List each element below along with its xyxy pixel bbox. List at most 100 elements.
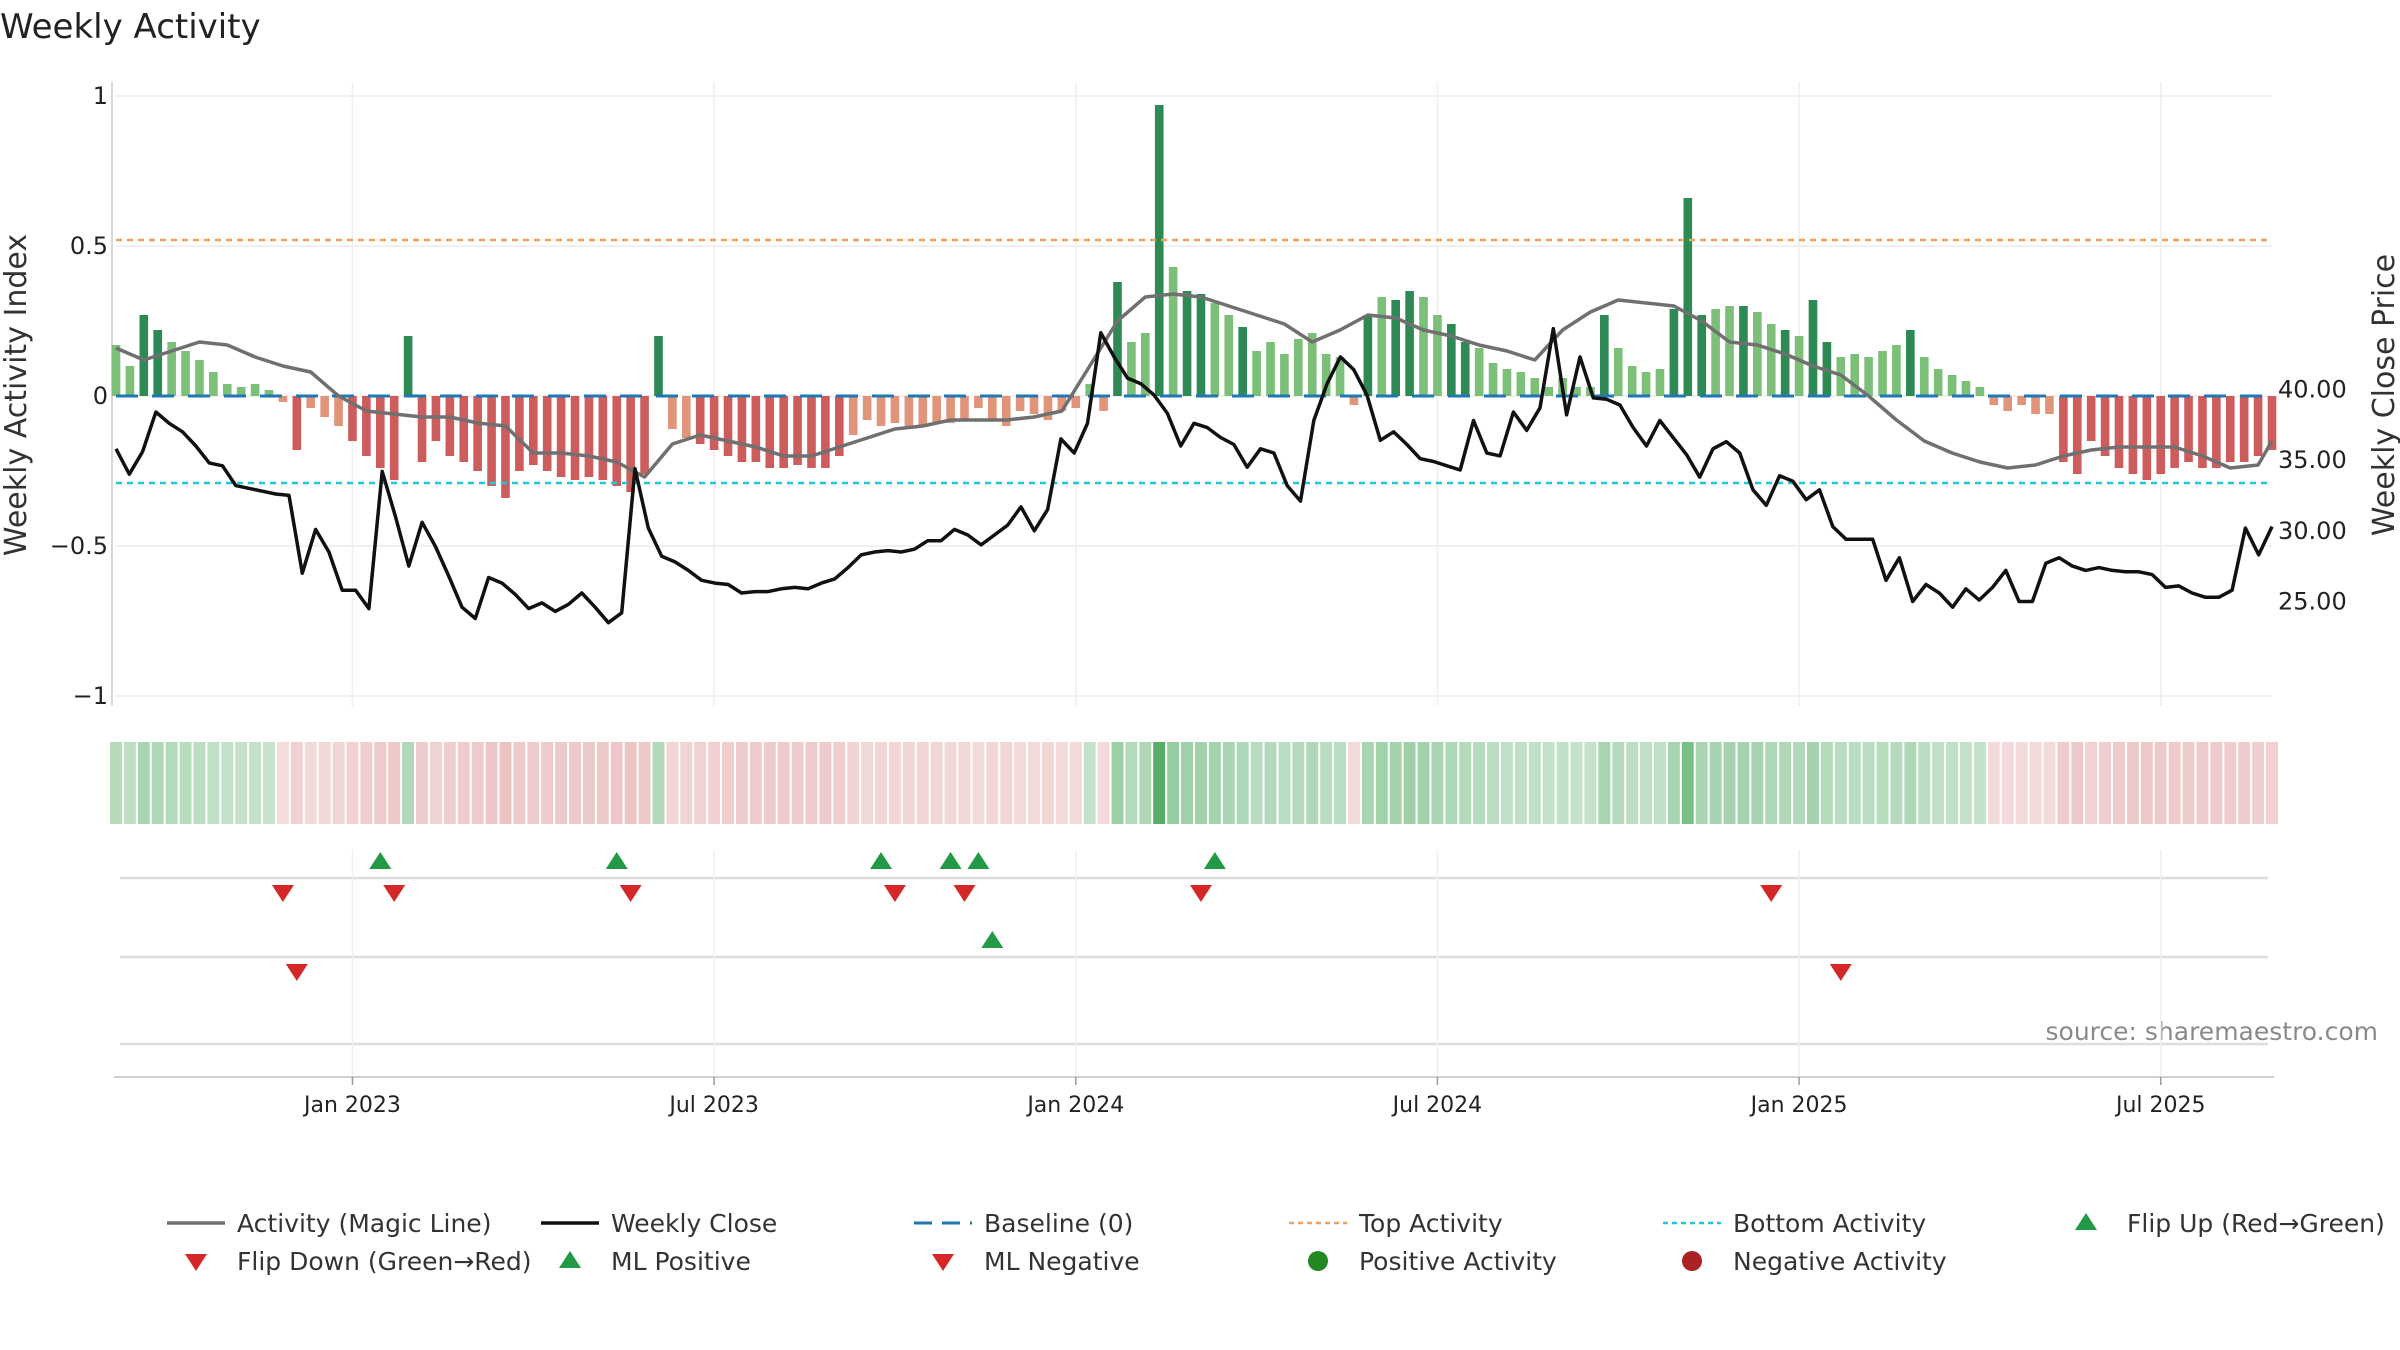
activity-bar bbox=[139, 315, 149, 396]
strip-cell bbox=[610, 742, 623, 824]
activity-bar bbox=[1864, 357, 1873, 396]
activity-bar bbox=[765, 396, 775, 468]
strip-cell bbox=[2140, 742, 2153, 824]
strip-cell bbox=[763, 742, 776, 824]
right-tick-label: 35.00 bbox=[2278, 446, 2347, 474]
legend-label: Positive Activity bbox=[1359, 1247, 1557, 1276]
strip-cell bbox=[1417, 742, 1430, 824]
activity-bar bbox=[1294, 339, 1303, 396]
strip-cell bbox=[1862, 742, 1875, 824]
activity-bar bbox=[153, 330, 163, 396]
activity-bar bbox=[2003, 396, 2013, 411]
strip-cell bbox=[1194, 742, 1207, 824]
strip-cell bbox=[624, 742, 637, 824]
activity-bar bbox=[1349, 396, 1359, 405]
activity-bar bbox=[1739, 306, 1748, 396]
strip-cell bbox=[1361, 742, 1374, 824]
strip-cell bbox=[110, 742, 122, 824]
legend-swatch-triangle-up bbox=[559, 1251, 581, 1268]
strip-cell bbox=[555, 742, 568, 824]
strip-cell bbox=[1737, 742, 1750, 824]
activity-bar bbox=[2253, 396, 2263, 456]
activity-bar bbox=[556, 396, 566, 477]
strip-cell bbox=[499, 742, 512, 824]
strip-cell bbox=[902, 742, 915, 824]
strip-cell bbox=[916, 742, 929, 824]
strip-cell bbox=[1125, 742, 1138, 824]
activity-bar bbox=[111, 345, 121, 396]
strip-cell bbox=[875, 742, 888, 824]
series-lines bbox=[114, 292, 2274, 625]
activity-bar bbox=[250, 384, 260, 396]
strip-cell bbox=[986, 742, 999, 824]
activity-bar bbox=[1433, 315, 1442, 396]
strip-cell bbox=[652, 742, 665, 824]
activity-bar bbox=[403, 336, 413, 396]
legend-label: ML Negative bbox=[984, 1247, 1140, 1276]
activity-bar bbox=[1029, 396, 1039, 414]
ml-positive-marker bbox=[981, 931, 1004, 948]
activity-bar bbox=[2059, 396, 2068, 462]
flip-down-marker bbox=[383, 885, 406, 902]
legend-label: Flip Up (Red→Green) bbox=[2127, 1209, 2385, 1238]
strip-cell bbox=[235, 742, 248, 824]
activity-bar bbox=[1961, 381, 1971, 396]
activity-bar bbox=[306, 396, 316, 408]
date-tick-label: Jan 2025 bbox=[1749, 1093, 1848, 1118]
activity-bar bbox=[1196, 294, 1206, 396]
activity-bar bbox=[1878, 351, 1887, 396]
activity-bar bbox=[848, 396, 858, 435]
strip-cell bbox=[958, 742, 971, 824]
strip-cell bbox=[485, 742, 498, 824]
strip-cell bbox=[1473, 742, 1486, 824]
activity-bar bbox=[2100, 396, 2110, 456]
strip-cell bbox=[1987, 742, 2000, 824]
activity-bar bbox=[2184, 396, 2193, 462]
strip-cell bbox=[1000, 742, 1013, 824]
activity-bar bbox=[932, 396, 941, 423]
strip-cell bbox=[2168, 742, 2181, 824]
strip-cell bbox=[1445, 742, 1458, 824]
activity-bar bbox=[417, 396, 427, 462]
activity-bar bbox=[2267, 396, 2277, 450]
strip-cell bbox=[193, 742, 206, 824]
strip-cell bbox=[1292, 742, 1305, 824]
activity-bar bbox=[1766, 324, 1776, 396]
activity-bar bbox=[1474, 348, 1484, 396]
strip-cell bbox=[165, 742, 178, 824]
activity-bar bbox=[195, 360, 204, 396]
activity-bar bbox=[570, 396, 580, 480]
strip-cell bbox=[1904, 742, 1917, 824]
left-tick-label: 0 bbox=[93, 382, 108, 410]
strip-cell bbox=[2085, 742, 2098, 824]
right-tick-label: 25.00 bbox=[2278, 588, 2347, 616]
reference-lines bbox=[116, 238, 2272, 485]
activity-bar bbox=[584, 396, 594, 477]
strip-cell bbox=[569, 742, 582, 824]
activity-bar bbox=[181, 351, 190, 396]
activity-bar bbox=[876, 396, 886, 426]
activity-bar bbox=[1892, 345, 1901, 396]
activity-bar bbox=[1488, 363, 1498, 396]
activity-bar bbox=[821, 396, 830, 468]
activity-bar bbox=[1933, 369, 1943, 396]
activity-bar bbox=[1321, 354, 1331, 396]
activity-bar bbox=[362, 396, 371, 456]
activity-bar bbox=[445, 396, 455, 456]
strip-cell bbox=[861, 742, 874, 824]
strip-cell bbox=[1528, 742, 1541, 824]
strip-cell bbox=[694, 742, 707, 824]
strip-cell bbox=[151, 742, 164, 824]
activity-bar bbox=[612, 396, 622, 486]
activity-bar bbox=[1975, 387, 1985, 396]
strip-cell bbox=[1069, 742, 1082, 824]
activity-bar bbox=[1683, 198, 1693, 396]
activity-bar bbox=[626, 396, 635, 492]
source-credit: source: sharemaestro.com bbox=[2046, 1017, 2379, 1046]
strip-cell bbox=[1932, 742, 1945, 824]
strip-cell bbox=[1542, 742, 1555, 824]
activity-bar bbox=[2198, 396, 2207, 468]
activity-bar bbox=[2114, 396, 2124, 468]
strip-cell bbox=[1153, 742, 1166, 824]
activity-bar bbox=[167, 342, 176, 396]
